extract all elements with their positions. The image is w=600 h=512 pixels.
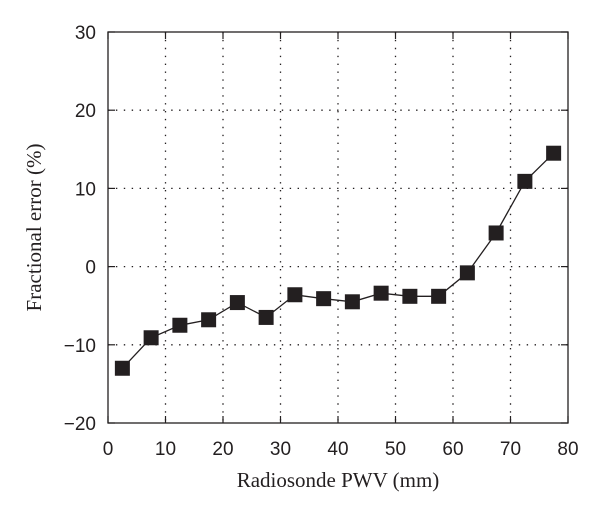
data-point — [459, 265, 475, 281]
y-axis-label: Fractional error (%) — [22, 144, 46, 312]
x-tick-label: 50 — [385, 439, 406, 460]
data-point — [143, 330, 159, 346]
y-tick-label: 30 — [75, 23, 96, 44]
data-point — [114, 360, 130, 376]
x-tick-label: 40 — [327, 439, 348, 460]
y-tick-label: −10 — [64, 336, 96, 357]
data-point — [287, 287, 303, 303]
x-tick-label: 0 — [103, 439, 114, 460]
x-tick-label: 60 — [442, 439, 463, 460]
x-tick-label: 70 — [500, 439, 521, 460]
y-tick-label: 0 — [85, 258, 96, 279]
data-point — [431, 288, 447, 304]
data-point — [517, 173, 533, 189]
data-point — [373, 285, 389, 301]
data-point — [201, 312, 217, 328]
data-point — [546, 145, 562, 161]
data-point — [172, 317, 188, 333]
axis-ticks: 0 10 20 30 40 50 60 70 80 −20 −10 0 10 20 30 — [64, 23, 579, 460]
data-point — [488, 225, 504, 241]
series — [114, 145, 562, 376]
y-tick-label: −20 — [64, 414, 96, 435]
y-tick-label: 10 — [75, 179, 96, 200]
grid-lines — [108, 32, 568, 423]
data-point — [402, 288, 418, 304]
x-tick-label: 80 — [557, 439, 578, 460]
data-point — [316, 291, 332, 307]
y-tick-label: 20 — [75, 101, 96, 122]
data-point — [258, 309, 274, 325]
data-point — [344, 294, 360, 310]
data-point — [229, 295, 245, 311]
x-axis-label: Radiosonde PWV (mm) — [237, 468, 440, 492]
x-tick-label: 20 — [212, 439, 233, 460]
x-tick-label: 30 — [270, 439, 291, 460]
series-line — [121, 152, 555, 369]
x-tick-label: 10 — [155, 439, 176, 460]
